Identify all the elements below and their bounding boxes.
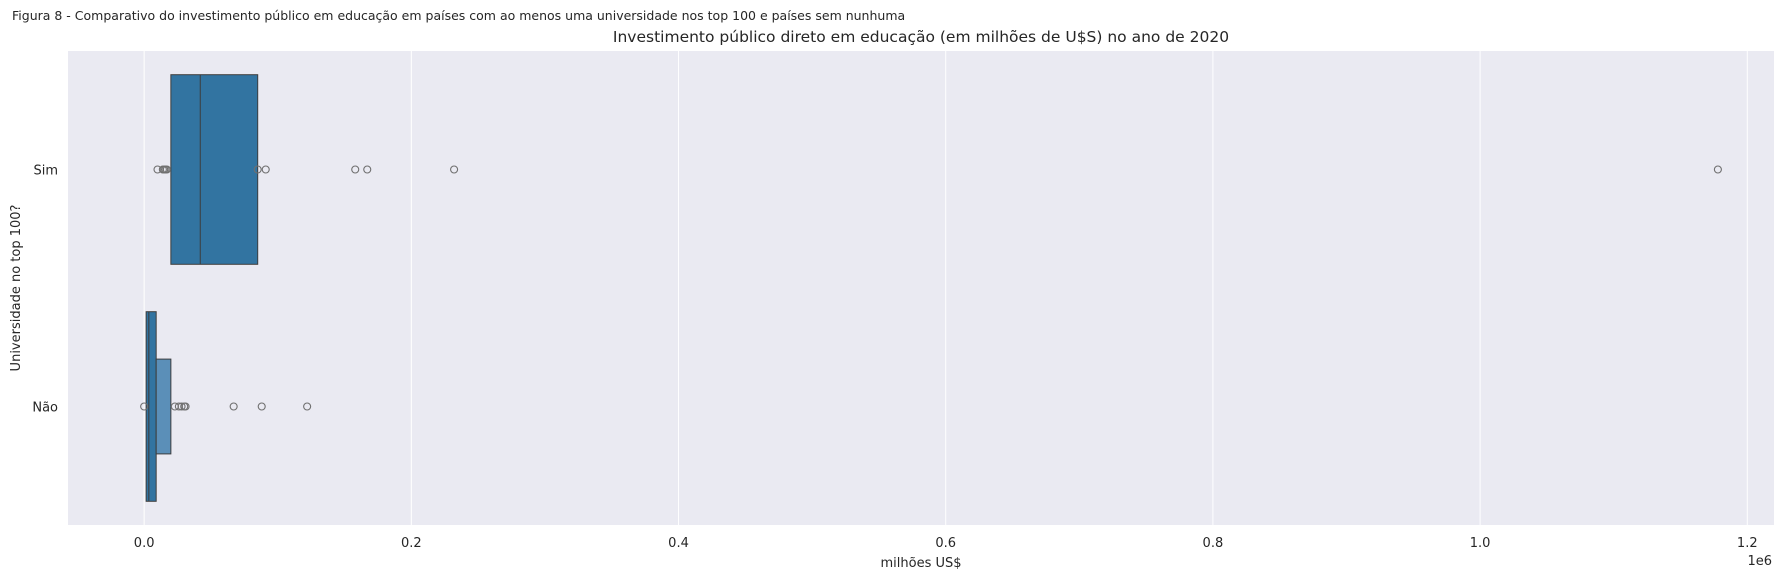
x-tick-label: 1.0	[1470, 536, 1491, 551]
outlier-point	[1713, 165, 1722, 174]
outlier-point	[140, 402, 149, 411]
chart-title: Investimento público direto em educação …	[613, 28, 1229, 46]
outlier-point	[177, 402, 186, 411]
box-no	[145, 311, 172, 502]
outlier-point	[229, 402, 238, 411]
x-tick-label: 0.6	[935, 536, 956, 551]
outlier-point	[162, 165, 171, 174]
box-iqr	[170, 74, 259, 265]
y-tick-label: Não	[32, 401, 58, 416]
outlier-point	[261, 165, 270, 174]
outlier-layer	[140, 165, 1722, 411]
outlier-point	[363, 165, 372, 174]
x-axis-label: milhões US$	[880, 556, 961, 571]
box-sim	[170, 74, 259, 265]
outlier-point	[450, 165, 459, 174]
box-level	[155, 358, 172, 455]
outlier-point	[303, 402, 312, 411]
figure-caption: Figura 8 - Comparativo do investimento p…	[12, 8, 906, 23]
y-tick-labels: Sim Não	[32, 164, 58, 416]
outlier-point	[253, 165, 262, 174]
outlier-point	[181, 402, 190, 411]
x-tick-label: 0.2	[401, 536, 422, 551]
outlier-point	[351, 165, 360, 174]
grid-lines	[143, 51, 1748, 525]
outlier-point	[257, 402, 266, 411]
y-tick-label: Sim	[33, 164, 58, 179]
box-layer	[145, 74, 259, 502]
x-axis-offset-label: 1e6	[1747, 554, 1772, 569]
plot-background	[68, 51, 1774, 525]
y-axis-label: Universidade no top 100?	[9, 205, 24, 372]
plot-area	[68, 51, 1774, 525]
x-tick-label: 0.0	[134, 536, 155, 551]
x-tick-label: 0.4	[668, 536, 689, 551]
x-tick-label: 0.8	[1203, 536, 1224, 551]
x-tick-label: 1.2	[1737, 536, 1758, 551]
x-tick-labels: 0.0 0.2 0.4 0.6 0.8 1.0 1.2	[134, 536, 1758, 551]
